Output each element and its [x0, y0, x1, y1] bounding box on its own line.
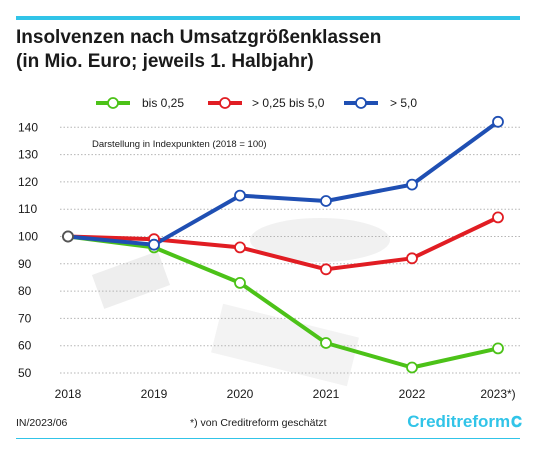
- y-tick-label: 130: [18, 148, 38, 162]
- data-point-s3-6: [492, 115, 504, 128]
- logo-text: Creditreform: [407, 412, 511, 431]
- data-point-s3-2: [148, 238, 160, 251]
- data-point-s2-3: [234, 241, 246, 254]
- y-tick-label: 80: [18, 284, 32, 298]
- legend-label-2: > 0,25 bis 5,0: [252, 96, 325, 110]
- footer-note: *) von Creditreform geschätzt: [190, 417, 327, 429]
- top-accent-bar: [16, 16, 520, 20]
- data-point-s2-5: [406, 252, 418, 265]
- x-tick-label: 2019: [141, 387, 168, 401]
- y-tick-label: 100: [18, 230, 38, 244]
- bottom-accent-line: [16, 438, 520, 439]
- legend-marker-1: [107, 97, 119, 109]
- data-point-s2-6: [492, 211, 504, 224]
- chart-title-line-1: Insolvenzen nach Umsatzgrößenklassen: [16, 27, 382, 48]
- data-point-s1-3: [234, 276, 246, 289]
- y-tick-label: 110: [18, 202, 37, 216]
- x-tick-label: 2023*): [480, 387, 515, 401]
- legend-label-1: bis 0,25: [142, 96, 184, 110]
- y-tick-label: 120: [18, 175, 38, 189]
- series-line-3: [66, 119, 500, 247]
- y-tick-label: 60: [18, 339, 32, 353]
- data-point-s2-4: [320, 263, 332, 276]
- series-line-1: [66, 234, 500, 370]
- background-banknote-image: [211, 303, 359, 387]
- x-tick-label: 2018: [55, 387, 82, 401]
- data-point-s1-5: [406, 361, 418, 374]
- data-point-s3-4: [320, 195, 332, 207]
- y-tick-label: 50: [18, 366, 32, 380]
- legend-marker-2: [219, 97, 231, 109]
- creditreform-logo: Creditreform𝐂: [407, 412, 522, 432]
- chart-annotation: Darstellung in Indexpunkten (2018 = 100): [92, 139, 267, 150]
- x-tick-label: 2021: [313, 387, 340, 401]
- x-tick-label: 2022: [399, 387, 426, 401]
- legend-marker-3: [355, 97, 367, 109]
- data-point-s1-4: [320, 337, 332, 349]
- data-point-s3-1: [62, 230, 74, 243]
- series-line-2: [66, 215, 500, 272]
- legend-label-3: > 5,0: [390, 96, 417, 110]
- y-tick-label: 70: [18, 311, 32, 325]
- data-point-s3-5: [406, 178, 418, 191]
- chart-title-line-2: (in Mio. Euro; jeweils 1. Halbjahr): [16, 51, 314, 72]
- x-tick-label: 2020: [227, 387, 254, 401]
- creditreform-c-icon: 𝐂: [511, 414, 522, 431]
- y-tick-label: 90: [18, 257, 32, 271]
- data-point-s3-3: [234, 189, 246, 202]
- y-tick-label: 140: [18, 120, 38, 134]
- footer-code: IN/2023/06: [16, 417, 68, 429]
- background-coin-image: [250, 218, 390, 262]
- background-card-image: [91, 251, 171, 309]
- data-point-s1-6: [492, 342, 504, 355]
